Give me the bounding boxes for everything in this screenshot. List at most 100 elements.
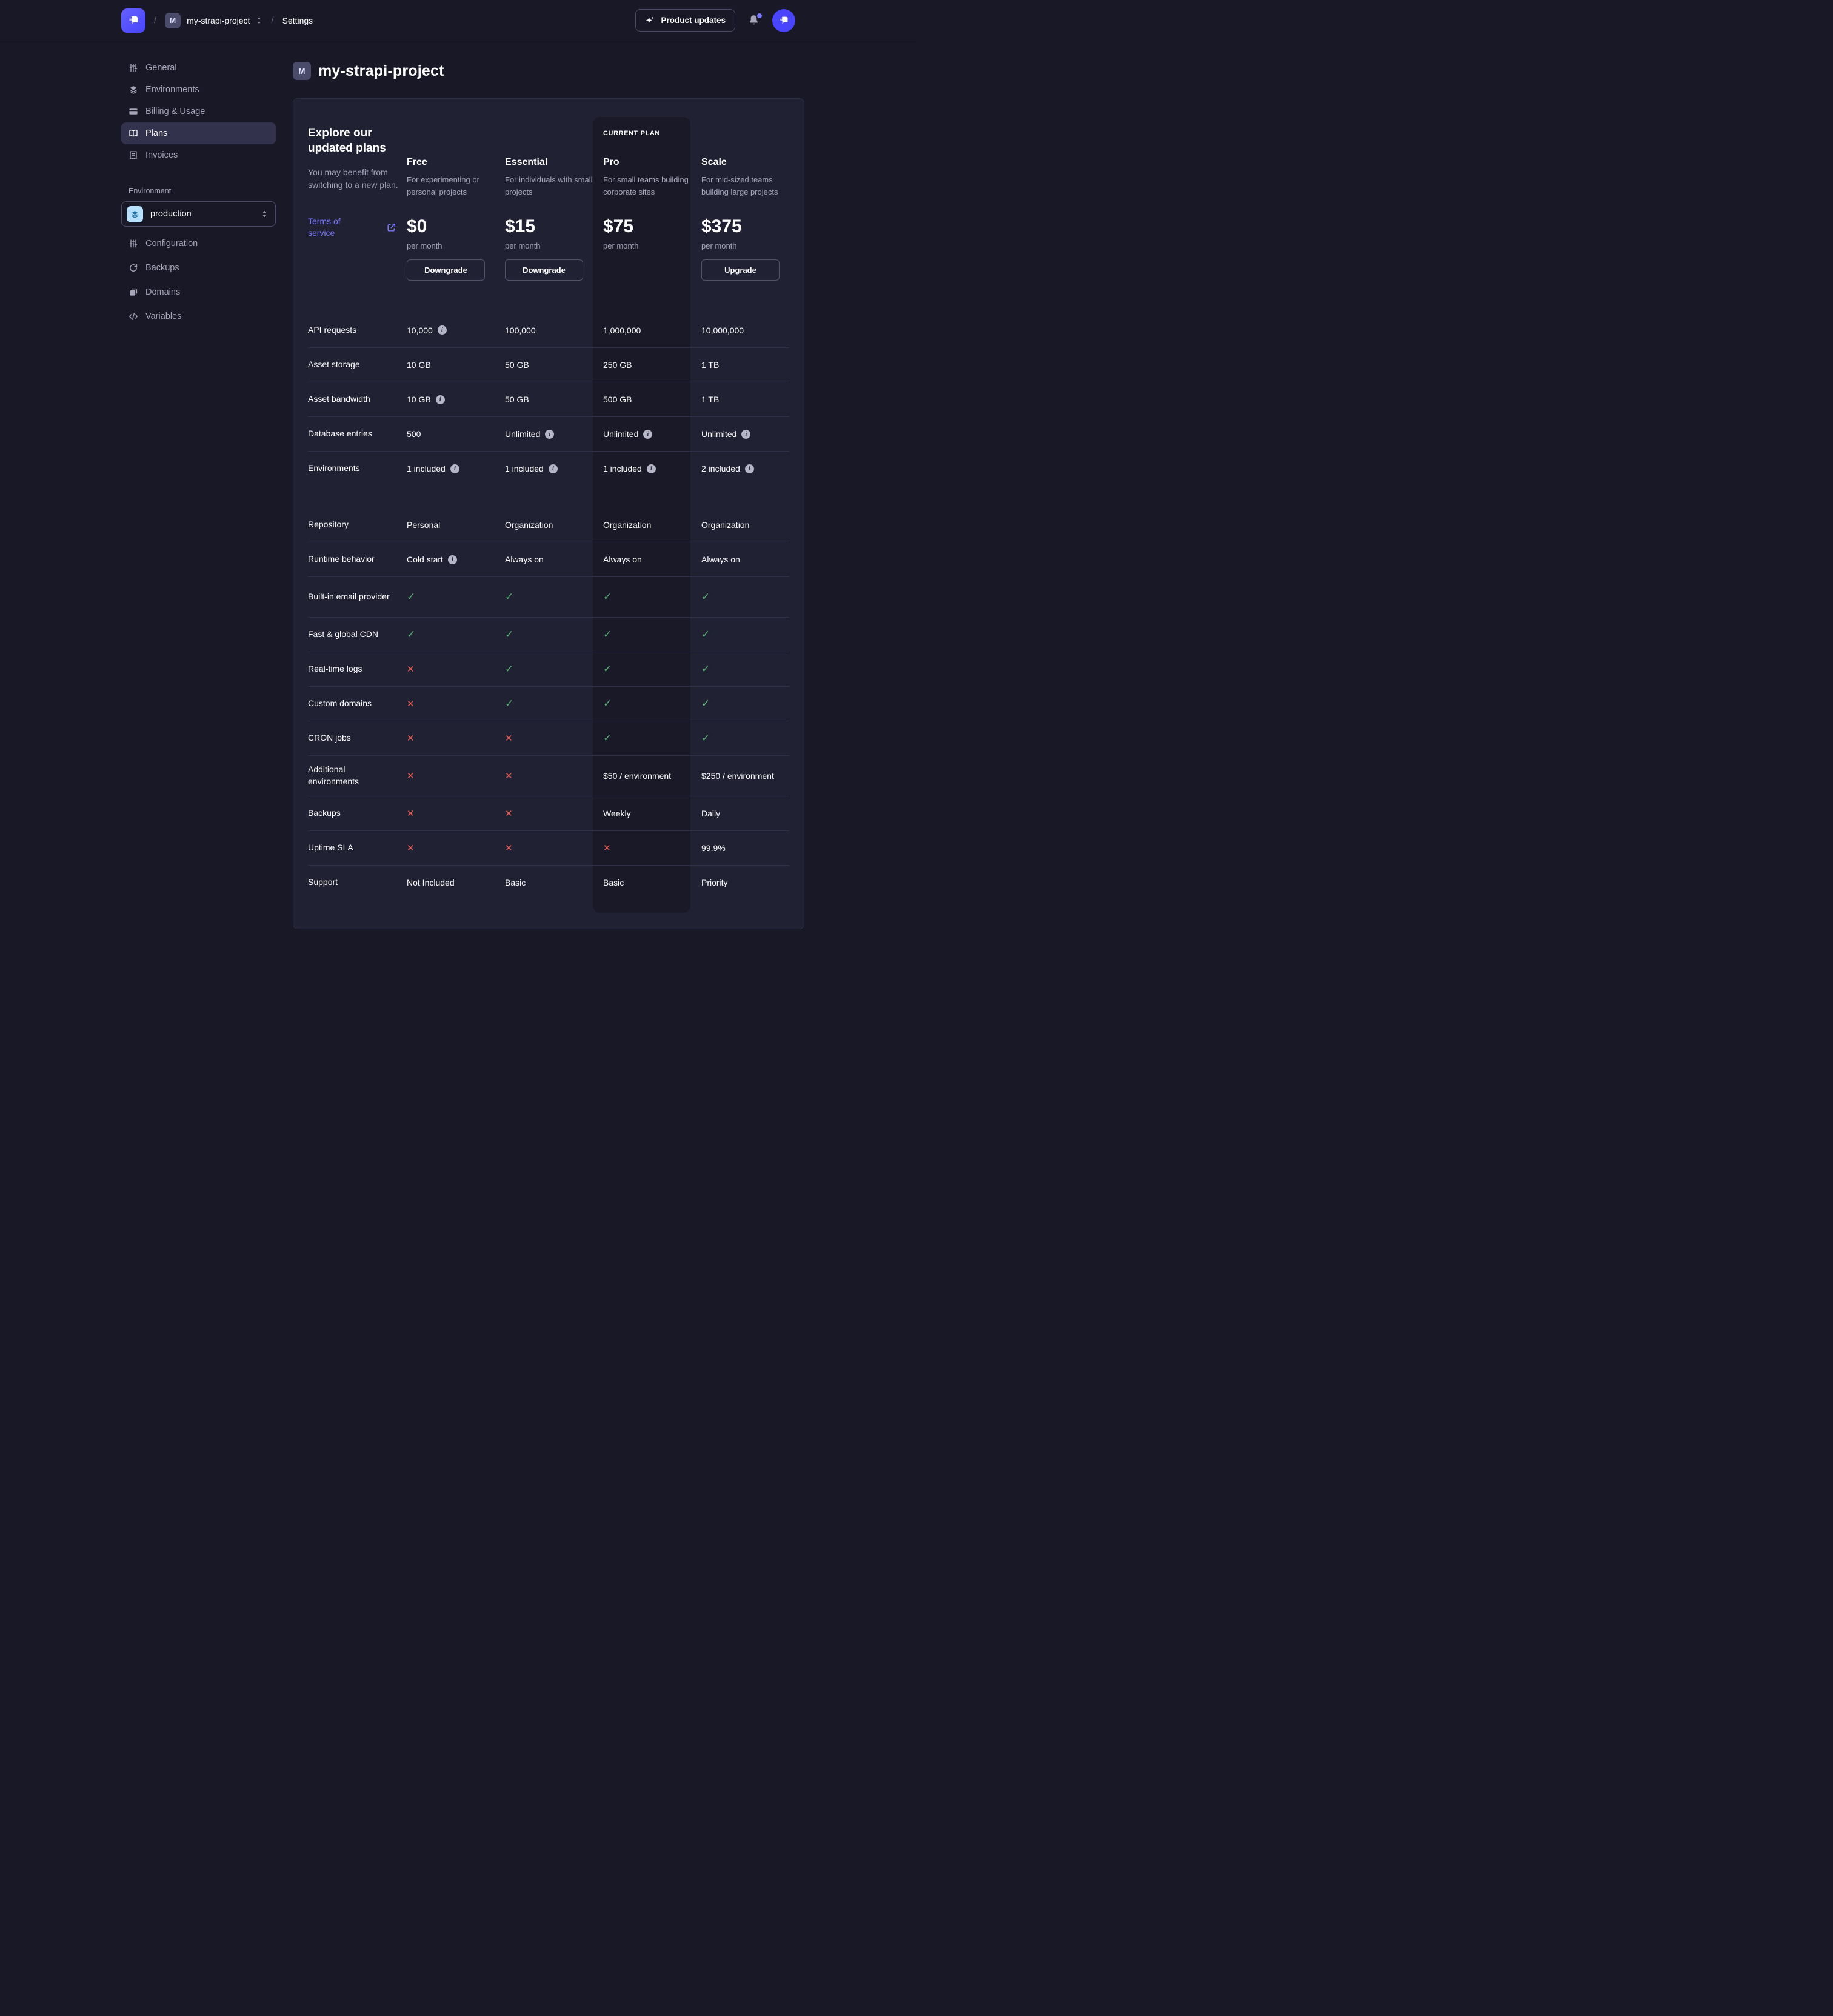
page-header: M my-strapi-project [293, 62, 804, 80]
plan-value: $250 / environment [701, 771, 774, 781]
plan-value-cell: Basic [505, 878, 603, 887]
plan-value-cell: 1,000,000 [603, 325, 701, 335]
feature-label: Asset storage [308, 359, 360, 370]
plan-value-cell: ✕ [603, 843, 701, 853]
sidebar-item-general[interactable]: General [121, 57, 276, 79]
terms-of-service-link[interactable]: Terms of service [308, 216, 341, 238]
cross-icon: ✕ [407, 771, 415, 781]
plan-value: Cold start [407, 555, 443, 564]
breadcrumb-separator: / [154, 15, 157, 25]
feature-label: CRON jobs [308, 733, 351, 743]
info-icon[interactable]: i [643, 429, 653, 439]
plan-value: 500 [407, 429, 421, 439]
plan-column-scale: Scale For mid-sized teams building large … [701, 125, 789, 313]
check-icon: ✓ [505, 629, 514, 640]
info-icon[interactable]: i [437, 325, 447, 335]
cross-icon: ✕ [505, 733, 513, 744]
sidebar-item-label: General [145, 63, 177, 73]
check-icon: ✓ [603, 732, 612, 744]
cross-icon: ✕ [505, 843, 513, 853]
sidebar-item-backups[interactable]: Backups [121, 256, 276, 280]
feature-label: Environments [308, 463, 360, 473]
cross-icon: ✕ [505, 809, 513, 819]
plan-value: $50 / environment [603, 771, 672, 781]
sidebar-item-environments[interactable]: Environments [121, 79, 276, 101]
notifications-button[interactable] [747, 13, 762, 27]
plan-value-cell: ✕ [505, 733, 603, 744]
sidebar-item-label: Configuration [145, 239, 198, 249]
upgrade-button[interactable]: Upgrade [701, 259, 780, 281]
plan-value-cell: Basic [603, 878, 701, 887]
plan-value-cell: 2 included i [701, 464, 789, 473]
plan-value-cell: 1 included i [505, 464, 603, 473]
breadcrumb-project-switcher[interactable]: M my-strapi-project [165, 12, 262, 28]
feature-row: Built-in email provider ✓ ✓ ✓ ✓ [308, 576, 789, 617]
info-icon[interactable]: i [548, 464, 558, 473]
feature-label: Uptime SLA [308, 843, 353, 853]
plan-value-cell: ✕ [407, 664, 505, 675]
sidebar-item-invoices[interactable]: Invoices [121, 144, 276, 166]
external-link-icon[interactable] [386, 222, 396, 233]
downgrade-button[interactable]: Downgrade [505, 259, 583, 281]
user-avatar[interactable] [772, 8, 795, 32]
cross-icon: ✕ [407, 664, 415, 675]
sidebar-item-configuration[interactable]: Configuration [121, 232, 276, 256]
plan-value-cell: ✕ [407, 698, 505, 709]
feature-row: Uptime SLA ✕ ✕ ✕ 99.9% [308, 830, 789, 865]
page-title: my-strapi-project [318, 62, 444, 79]
info-icon[interactable]: i [447, 555, 457, 564]
cross-icon: ✕ [407, 733, 415, 744]
sidebar-item-plans[interactable]: Plans [121, 122, 276, 144]
sliders-icon [129, 239, 138, 249]
plan-value-cell: ✓ [407, 629, 505, 641]
current-plan-column-highlight: CURRENT PLAN [593, 117, 690, 913]
plan-value-cell: ✓ [701, 663, 789, 675]
sidebar-item-label: Domains [145, 287, 181, 297]
plan-value-cell: 99.9% [701, 843, 789, 853]
feature-row: Runtime behavior Cold start i Always on Alwa… [308, 542, 789, 576]
plans-card: CURRENT PLAN Explore our updated plans Y… [293, 98, 804, 929]
info-icon[interactable]: i [741, 429, 751, 439]
cross-icon: ✕ [407, 699, 415, 709]
info-icon[interactable]: i [450, 464, 459, 473]
sidebar-item-billing-usage[interactable]: Billing & Usage [121, 101, 276, 122]
plan-value: 10 GB [407, 360, 431, 370]
plan-value-cell: 500 GB [603, 395, 701, 404]
plan-value: Organization [505, 519, 553, 530]
check-icon: ✓ [603, 698, 612, 709]
environment-select[interactable]: production [121, 201, 276, 227]
credit-card-icon [129, 107, 138, 116]
plan-value: 99.9% [701, 843, 726, 853]
sidebar-item-domains[interactable]: Domains [121, 280, 276, 304]
breadcrumb-settings: Settings [282, 15, 313, 25]
check-icon: ✓ [505, 591, 514, 602]
plan-value: 50 GB [505, 360, 529, 370]
plan-value-cell: Priority [701, 878, 789, 887]
plan-value-cell: 10,000,000 [701, 325, 789, 335]
downgrade-button[interactable]: Downgrade [407, 259, 485, 281]
plan-value: Unlimited [701, 429, 737, 439]
plan-value-cell: ✓ [505, 591, 603, 603]
plan-value-cell: $250 / environment [701, 771, 789, 781]
plan-value-cell: Always on [603, 555, 701, 564]
info-icon[interactable]: i [744, 464, 754, 473]
plan-value: 500 GB [603, 395, 632, 404]
check-icon: ✓ [701, 629, 710, 640]
feature-label: Repository [308, 519, 349, 529]
plan-value: 250 GB [603, 360, 632, 370]
sidebar-item-variables[interactable]: Variables [121, 304, 276, 329]
plan-value-cell: Organization [701, 520, 789, 530]
info-icon[interactable]: i [435, 395, 445, 404]
info-icon[interactable]: i [646, 464, 656, 473]
plan-price: $75 [603, 216, 634, 236]
plan-value: Priority [701, 878, 728, 887]
bell-icon [750, 15, 758, 25]
plan-description: For experimenting or personal projects [407, 175, 479, 196]
environment-section-label: Environment [129, 187, 172, 195]
plan-value-cell: ✓ [407, 591, 505, 603]
info-icon[interactable]: i [545, 429, 555, 439]
code-icon [129, 312, 138, 321]
strapi-logo[interactable] [121, 8, 145, 33]
product-updates-button[interactable]: Product updates [635, 9, 735, 32]
plan-value: 10,000,000 [701, 325, 744, 335]
